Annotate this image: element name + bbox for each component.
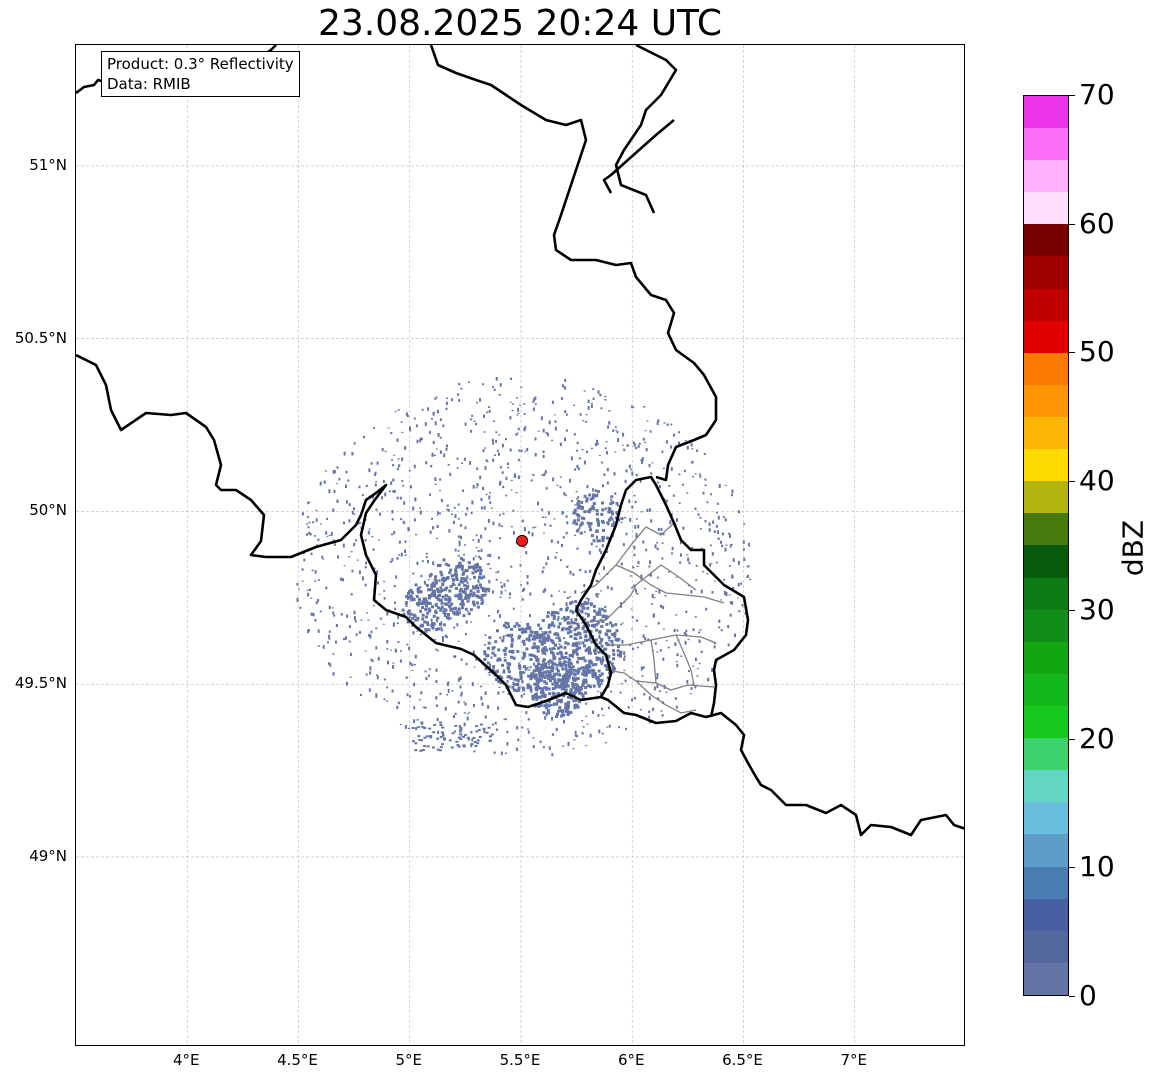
lon-tick-label: 4.5°E	[277, 1051, 318, 1069]
subdivision-border	[580, 564, 697, 624]
colorbar-tick-mark	[1069, 738, 1075, 740]
colorbar-segment	[1024, 577, 1068, 610]
colorbar-segment	[1024, 352, 1068, 385]
lon-tick-label: 5.5°E	[499, 1051, 541, 1069]
colorbar-tick-label: 40	[1079, 464, 1115, 498]
subdivision-borders	[580, 522, 725, 714]
colorbar-segment	[1024, 545, 1068, 578]
subdivision-border	[615, 564, 725, 604]
colorbar-tick-mark	[1069, 352, 1075, 354]
map-title: 23.08.2025 20:24 UTC	[317, 3, 723, 44]
country-border	[574, 475, 750, 718]
colorbar-tick-mark	[1069, 481, 1075, 483]
country-border	[574, 609, 613, 698]
lat-tick-label: 50°N	[29, 501, 67, 520]
colorbar-segment	[1024, 192, 1068, 225]
colorbar-segment	[1024, 224, 1068, 257]
subdivision-border	[605, 669, 715, 691]
colorbar-segment	[1024, 930, 1068, 963]
colorbar-segment	[1024, 738, 1068, 771]
lat-tick-label: 51°N	[29, 155, 67, 174]
subdivision-border	[580, 522, 675, 594]
colorbar-segment	[1024, 288, 1068, 321]
colorbar-segment	[1024, 834, 1068, 867]
colorbar-segment	[1024, 898, 1068, 931]
subdivision-border	[650, 639, 657, 684]
radar-site-marker	[516, 534, 529, 547]
data-source-label: Data: RMIB	[107, 75, 191, 93]
radar-echoes	[296, 376, 752, 757]
subdivision-border	[675, 634, 695, 686]
colorbar-tick-label: 10	[1079, 850, 1115, 884]
colorbar-tick-mark	[1069, 609, 1075, 611]
colorbar-segment	[1024, 641, 1068, 674]
colorbar-tick-mark	[1069, 223, 1075, 225]
radar-map[interactable]	[75, 44, 965, 1046]
colorbar	[1023, 95, 1069, 996]
colorbar-segment	[1024, 128, 1068, 161]
country-border	[602, 119, 675, 194]
lon-tick-label: 5°E	[395, 1051, 423, 1069]
lat-tick-label: 49.5°N	[14, 674, 67, 693]
lat-tick-label: 50.5°N	[14, 328, 67, 347]
colorbar-segment	[1024, 609, 1068, 642]
lon-tick-label: 4°E	[172, 1051, 200, 1069]
colorbar-segment	[1024, 481, 1068, 514]
colorbar-segment	[1024, 449, 1068, 482]
colorbar-tick-label: 70	[1079, 78, 1115, 111]
colorbar-tick-label: 30	[1079, 592, 1115, 626]
colorbar-segment	[1024, 802, 1068, 835]
colorbar-segment	[1024, 706, 1068, 739]
colorbar-tick-label: 50	[1079, 335, 1115, 369]
country-border	[614, 45, 678, 214]
map-canvas	[76, 45, 964, 1045]
product-info-box: Product: 0.3° Reflectivity Data: RMIB	[101, 51, 300, 97]
colorbar-segment	[1024, 770, 1068, 803]
lon-tick-label: 6°E	[617, 1051, 645, 1069]
colorbar-tick-label: 0	[1079, 979, 1097, 1012]
country-border	[76, 353, 964, 837]
colorbar-tick-label: 20	[1079, 721, 1115, 755]
colorbar-tick-mark	[1069, 996, 1075, 997]
subdivision-border	[635, 680, 697, 714]
country-border	[429, 45, 718, 482]
colorbar-segment	[1024, 513, 1068, 546]
colorbar-label: dBZ	[1116, 519, 1150, 577]
radar-site	[516, 534, 529, 547]
colorbar-segment	[1024, 95, 1068, 129]
lat-tick-label: 49°N	[29, 846, 67, 865]
colorbar-segment	[1024, 320, 1068, 353]
gridlines	[76, 45, 964, 1045]
colorbar-segment	[1024, 866, 1068, 899]
subdivision-border	[606, 634, 717, 646]
colorbar-tick-mark	[1069, 95, 1075, 96]
colorbar-tick-label: 60	[1079, 206, 1115, 240]
lon-tick-label: 6.5°E	[722, 1051, 763, 1069]
product-label: Product: 0.3° Reflectivity	[107, 55, 294, 73]
colorbar-segment	[1024, 673, 1068, 707]
colorbar-segment	[1024, 384, 1068, 418]
colorbar-segment	[1024, 160, 1068, 193]
colorbar-segment	[1024, 962, 1068, 995]
colorbar-segment	[1024, 256, 1068, 289]
colorbar-segment	[1024, 417, 1068, 450]
colorbar-tick-mark	[1069, 867, 1075, 869]
country-borders	[76, 45, 964, 837]
lon-tick-label: 7°E	[840, 1051, 868, 1069]
